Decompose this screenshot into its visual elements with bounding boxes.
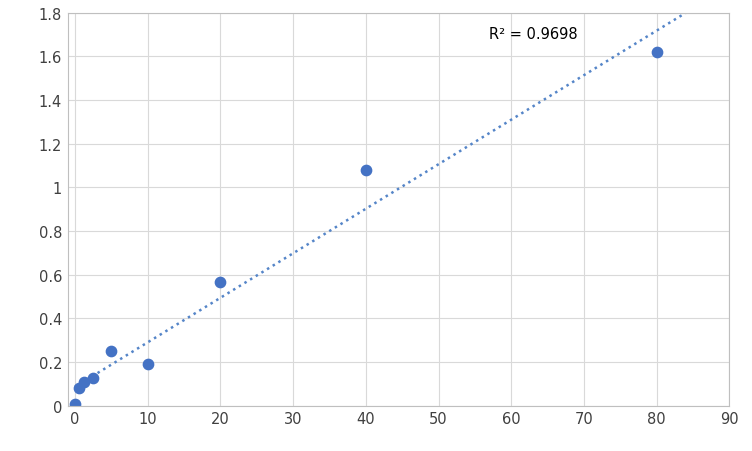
Point — [105, 348, 117, 355]
Point — [141, 361, 153, 368]
Point — [78, 378, 90, 386]
Point — [87, 375, 99, 382]
Point — [214, 279, 226, 286]
Text: R² = 0.9698: R² = 0.9698 — [490, 27, 578, 41]
Point — [69, 400, 81, 408]
Point — [74, 385, 86, 392]
Point — [650, 49, 663, 56]
Point — [359, 167, 371, 174]
